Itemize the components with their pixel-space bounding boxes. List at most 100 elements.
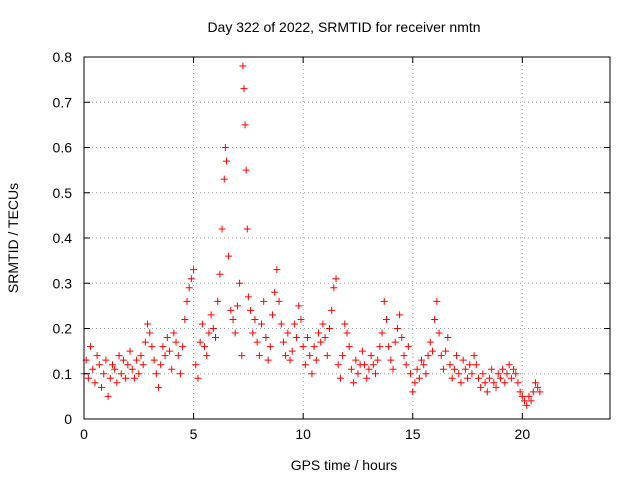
data-point <box>485 374 493 382</box>
data-point <box>304 334 312 342</box>
data-point <box>521 397 529 405</box>
data-point <box>212 334 219 342</box>
data-point <box>284 329 292 337</box>
data-point <box>203 352 211 360</box>
data-point <box>413 365 421 373</box>
data-point <box>240 85 248 93</box>
y-tick-label: 0.1 <box>53 366 73 382</box>
data-point <box>266 343 274 351</box>
y-tick-label: 0.2 <box>53 321 73 337</box>
data-point <box>183 297 191 305</box>
data-point <box>516 388 524 396</box>
data-point <box>286 356 294 364</box>
data-point <box>358 347 366 355</box>
data-point <box>466 361 474 369</box>
data-point <box>361 361 369 369</box>
data-point <box>477 383 485 391</box>
data-point <box>170 329 178 337</box>
data-point <box>420 361 428 369</box>
data-point <box>243 225 251 233</box>
data-point <box>104 392 112 400</box>
data-point <box>376 343 384 351</box>
data-point <box>310 343 318 351</box>
data-point <box>299 343 307 351</box>
data-point <box>150 356 158 364</box>
data-point <box>126 347 134 355</box>
data-point <box>201 343 209 351</box>
data-point <box>146 329 154 337</box>
data-point <box>249 329 257 337</box>
data-point <box>488 365 496 373</box>
data-point <box>457 379 465 387</box>
data-point <box>273 266 281 274</box>
data-point <box>461 365 469 373</box>
data-point <box>253 338 261 346</box>
data-point <box>207 311 215 319</box>
x-tick-label: 0 <box>80 426 88 442</box>
data-point <box>225 252 233 260</box>
data-point <box>214 297 222 305</box>
data-point <box>490 379 498 387</box>
x-tick-label: 10 <box>295 426 311 442</box>
y-tick-label: 0.7 <box>53 94 73 110</box>
data-point <box>496 374 504 382</box>
data-point <box>435 329 443 337</box>
data-point <box>422 370 430 378</box>
data-point <box>128 365 136 373</box>
data-point <box>135 370 143 378</box>
data-point <box>111 365 119 373</box>
data-point <box>525 392 533 400</box>
data-point <box>380 297 388 305</box>
data-point <box>115 352 123 360</box>
data-point <box>163 334 171 342</box>
data-point <box>277 320 285 328</box>
data-point <box>411 379 419 387</box>
data-point <box>481 379 489 387</box>
data-point <box>84 374 92 382</box>
data-point <box>328 306 336 314</box>
data-point <box>426 338 434 346</box>
x-tick-label: 15 <box>405 426 421 442</box>
data-point <box>428 347 436 355</box>
data-point <box>536 388 544 396</box>
data-point <box>527 397 535 405</box>
data-point <box>325 325 333 332</box>
data-point <box>387 356 395 364</box>
data-point <box>196 338 204 346</box>
data-point <box>106 374 114 382</box>
data-point <box>312 356 320 364</box>
data-point <box>455 370 463 378</box>
data-point <box>172 338 180 346</box>
data-point <box>407 370 415 378</box>
data-point <box>334 361 342 369</box>
data-point <box>385 343 393 351</box>
data-point <box>437 352 445 360</box>
data-point <box>220 175 228 183</box>
data-point <box>176 370 184 378</box>
data-point <box>87 343 95 351</box>
data-point <box>221 144 229 151</box>
data-point <box>472 361 480 369</box>
data-point <box>91 379 99 387</box>
data-point <box>398 334 406 342</box>
data-point <box>301 361 309 369</box>
data-point <box>354 370 362 378</box>
data-point <box>161 352 169 360</box>
data-point <box>378 329 386 337</box>
data-point <box>130 374 138 382</box>
data-point <box>367 352 375 360</box>
data-point <box>108 361 116 369</box>
data-point <box>483 388 491 396</box>
y-tick-label: 0.5 <box>53 185 73 201</box>
data-point <box>475 374 482 382</box>
data-point <box>155 383 163 391</box>
data-point <box>205 329 213 337</box>
data-point <box>93 352 101 360</box>
data-point <box>216 270 224 278</box>
y-tick-label: 0.3 <box>53 275 73 291</box>
data-point <box>470 352 478 360</box>
data-point <box>494 370 502 378</box>
data-point <box>336 374 344 382</box>
data-point <box>371 370 379 378</box>
